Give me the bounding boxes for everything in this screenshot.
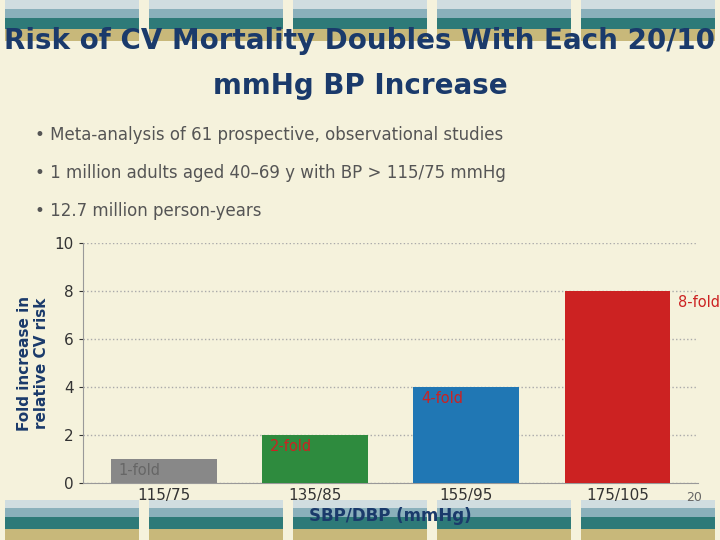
Bar <box>262 435 368 483</box>
Bar <box>150 18 283 29</box>
Bar <box>294 18 427 29</box>
X-axis label: SBP/DBP (mmHg): SBP/DBP (mmHg) <box>310 507 472 525</box>
Bar <box>6 29 139 40</box>
Bar <box>6 517 139 529</box>
Bar <box>294 500 427 509</box>
Text: 2-fold: 2-fold <box>269 439 312 454</box>
Bar <box>6 500 139 509</box>
Bar <box>6 509 139 517</box>
Bar <box>438 18 571 29</box>
Text: • 12.7 million person-years: • 12.7 million person-years <box>35 202 261 220</box>
Bar <box>438 9 571 18</box>
Bar <box>582 509 714 517</box>
Bar <box>6 9 139 18</box>
Text: • 1 million adults aged 40–69 y with BP > 115/75 mmHg: • 1 million adults aged 40–69 y with BP … <box>35 164 506 182</box>
Text: 20: 20 <box>686 491 702 504</box>
Bar <box>582 517 714 529</box>
Bar <box>582 529 714 540</box>
Bar <box>438 517 571 529</box>
Bar <box>150 517 283 529</box>
Text: • Meta-analysis of 61 prospective, observational studies: • Meta-analysis of 61 prospective, obser… <box>35 126 503 144</box>
Bar <box>150 29 283 40</box>
Bar <box>6 0 139 9</box>
Bar <box>582 500 714 509</box>
Bar <box>438 529 571 540</box>
Text: 8-fold: 8-fold <box>678 295 720 309</box>
Bar <box>294 509 427 517</box>
Bar <box>294 529 427 540</box>
Bar <box>294 0 427 9</box>
Bar <box>413 387 519 483</box>
Text: mmHg BP Increase: mmHg BP Increase <box>212 72 508 100</box>
Text: 1-fold: 1-fold <box>118 463 161 478</box>
Text: 4-fold: 4-fold <box>421 391 463 406</box>
Bar <box>150 9 283 18</box>
Bar <box>150 500 283 509</box>
Bar <box>438 509 571 517</box>
Bar <box>582 18 714 29</box>
Text: Risk of CV Mortality Doubles With Each 20/10: Risk of CV Mortality Doubles With Each 2… <box>4 27 716 55</box>
Bar <box>582 9 714 18</box>
Bar <box>438 29 571 40</box>
Y-axis label: Fold increase in
relative CV risk: Fold increase in relative CV risk <box>17 295 49 431</box>
Bar <box>438 500 571 509</box>
Bar <box>6 18 139 29</box>
Bar <box>6 529 139 540</box>
Bar <box>582 0 714 9</box>
Bar <box>564 291 670 483</box>
Bar <box>294 29 427 40</box>
Bar <box>111 459 217 483</box>
Bar <box>150 509 283 517</box>
Bar <box>294 517 427 529</box>
Bar <box>438 0 571 9</box>
Bar <box>150 0 283 9</box>
Bar <box>294 9 427 18</box>
Bar <box>582 29 714 40</box>
Bar <box>150 529 283 540</box>
